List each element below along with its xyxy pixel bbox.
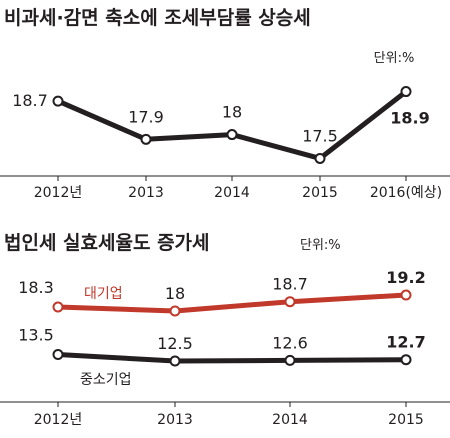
chart-top-points: [52, 86, 412, 164]
chart-bottom-tick-label: 2014: [272, 412, 308, 428]
chart-bottom-tick-label: 2012년: [34, 412, 83, 428]
chart-bottom-point: [400, 354, 412, 366]
chart-bottom-data-label: 18.3: [18, 278, 54, 297]
chart-bottom-data-label: 19.2: [386, 268, 425, 287]
chart-bottom-point: [52, 301, 64, 313]
chart-top-ticks: 2012년 2013 2014 2015 2016(예상): [34, 176, 442, 201]
chart-bottom-point: [400, 289, 412, 301]
chart-top-data-label: 17.5: [302, 126, 338, 145]
chart-bottom-data-label: 13.5: [18, 326, 54, 345]
chart-bottom-data-label: 12.6: [272, 333, 308, 352]
chart-bottom: 법인세 실효세율도 증가세 단위:% 2012년 2013 2014 2015 18.…: [0, 232, 450, 428]
chart-bottom-point: [52, 349, 64, 360]
chart-top: 비과세·감면 축소에 조세부담률 상승세 단위:% 2012년 2013 2014 2…: [0, 7, 450, 201]
chart-bottom-point: [169, 305, 181, 317]
chart-bottom-data-label: 18.7: [272, 275, 308, 294]
chart-bottom-series-line: [57, 352, 407, 364]
chart-top-tick-label: 2015: [302, 185, 338, 201]
chart-top-point: [400, 86, 412, 98]
chart-bottom-ticks: 2012년 2013 2014 2015: [34, 402, 424, 428]
chart-bottom-series-name-small: 중소기업: [80, 372, 132, 388]
chart-top-point: [52, 95, 64, 107]
chart-top-point: [314, 152, 326, 164]
chart-bottom-point: [169, 355, 181, 367]
chart-top-tick-label: 2013: [128, 185, 164, 201]
chart-bottom-tick-label: 2015: [388, 412, 424, 428]
chart-bottom-unit: 단위:%: [300, 238, 341, 253]
chart-bottom-series-name-large: 대기업: [84, 286, 123, 302]
chart-bottom-data-labels: 18.3 18 18.7 19.2 13.5 12.5 12.6 12.7: [18, 268, 426, 353]
chart-top-tick-label: 2014: [214, 185, 250, 201]
chart-top-point: [226, 129, 238, 141]
chart-bottom-point: [284, 354, 296, 366]
chart-top-data-label: 17.9: [128, 107, 164, 126]
chart-top-data-label: 18.9: [390, 109, 429, 128]
chart-bottom-title: 법인세 실효세율도 증가세: [4, 232, 210, 254]
chart-bottom-data-label: 18: [165, 284, 185, 303]
chart-bottom-series-line: [57, 292, 407, 314]
chart-top-data-labels: 18.7 17.9 18 17.5 18.9: [12, 91, 430, 145]
chart-bottom-lines: [57, 292, 407, 364]
chart-top-data-label: 18.7: [12, 91, 48, 110]
chart-top-point: [140, 133, 152, 145]
chart-bottom-data-label: 12.7: [386, 333, 425, 352]
chart-bottom-points: [52, 289, 412, 367]
chart-top-tick-label: 2016(예상): [370, 185, 442, 201]
chart-bottom-data-label: 12.5: [157, 334, 193, 353]
chart-bottom-point: [284, 296, 296, 308]
chart-top-data-label: 18: [222, 103, 242, 122]
chart-top-title: 비과세·감면 축소에 조세부담률 상승세: [4, 7, 311, 29]
chart-top-tick-label: 2012년: [34, 185, 83, 201]
chart-top-unit: 단위:%: [374, 51, 415, 66]
chart-bottom-tick-label: 2013: [157, 412, 193, 428]
